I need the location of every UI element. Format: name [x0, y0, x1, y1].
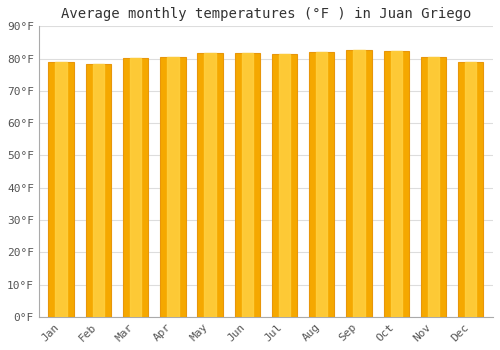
Bar	[346, 50, 372, 317]
Bar	[309, 52, 334, 317]
Bar	[123, 58, 148, 317]
Bar	[167, 57, 178, 317]
Bar	[316, 52, 328, 317]
Bar	[272, 54, 297, 317]
Bar	[465, 62, 476, 317]
Bar	[384, 51, 409, 317]
Bar	[458, 62, 483, 317]
Bar	[279, 54, 290, 317]
Bar	[242, 53, 253, 317]
Bar	[92, 64, 104, 317]
Bar	[130, 58, 141, 317]
Bar	[56, 62, 67, 317]
Bar	[204, 53, 216, 317]
Bar	[390, 51, 402, 317]
Bar	[428, 57, 439, 317]
Bar	[354, 50, 364, 317]
Bar	[48, 62, 74, 317]
Title: Average monthly temperatures (°F ) in Juan Griego: Average monthly temperatures (°F ) in Ju…	[60, 7, 471, 21]
Bar	[234, 53, 260, 317]
Bar	[86, 64, 111, 317]
Bar	[421, 57, 446, 317]
Bar	[160, 57, 186, 317]
Bar	[198, 53, 222, 317]
